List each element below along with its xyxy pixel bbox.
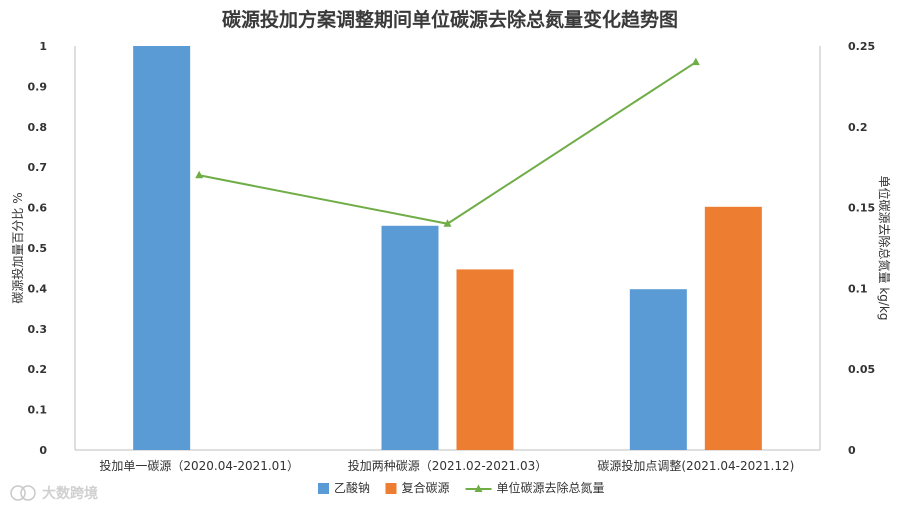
legend-label: 单位碳源去除总氮量 <box>497 480 605 495</box>
y2-tick-label: 0.25 <box>848 40 875 53</box>
y2-tick-label: 0.05 <box>848 363 875 376</box>
y2-axis-title: 单位碳源去除总氮量 kg/kg <box>877 176 892 321</box>
y2-tick-label: 0 <box>848 444 856 457</box>
line-point <box>691 57 700 66</box>
y-tick-label: 0.2 <box>28 363 48 376</box>
bar-composite-carbon <box>456 269 514 450</box>
y2-tick-label: 0.15 <box>848 202 875 215</box>
y2-tick-label: 0.1 <box>848 282 868 295</box>
y-tick-label: 0.9 <box>28 80 48 93</box>
bar-sodium-acetate <box>629 289 687 450</box>
y-tick-label: 0.6 <box>28 202 48 215</box>
y-tick-label: 1 <box>39 40 47 53</box>
chart-title: 碳源投加方案调整期间单位碳源去除总氮量变化趋势图 <box>222 8 678 31</box>
y-tick-label: 0.5 <box>28 242 48 255</box>
x-tick-label: 碳源投加点调整(2021.04-2021.12) <box>597 458 794 473</box>
y-tick-label: 0.4 <box>28 282 48 295</box>
y-tick-label: 0 <box>39 444 47 457</box>
watermark-text: 大数跨境 <box>42 485 98 502</box>
bar-sodium-acetate <box>133 46 191 450</box>
y-tick-label: 0.3 <box>28 323 48 336</box>
bar-composite-carbon <box>704 206 762 450</box>
y-axis-title: 碳源投加量百分比 % <box>10 192 25 303</box>
legend-label: 复合碳源 <box>402 480 450 495</box>
x-tick-label: 投加单一碳源（2020.04-2021.01） <box>99 458 299 473</box>
y-tick-label: 0.1 <box>28 404 48 417</box>
y-tick-label: 0.7 <box>28 161 48 174</box>
watermark-logo-icon <box>10 485 26 501</box>
line-point <box>195 170 204 179</box>
watermark-logo-icon <box>20 485 36 501</box>
legend-swatch <box>385 483 397 494</box>
series-line-tn-removal <box>198 61 697 225</box>
y-tick-label: 0.8 <box>28 121 48 134</box>
y2-tick-label: 0.2 <box>848 121 868 134</box>
line-point <box>443 219 452 227</box>
legend-swatch <box>318 483 329 494</box>
bar-sodium-acetate <box>381 225 439 450</box>
legend-label: 乙酸钠 <box>334 480 370 495</box>
x-tick-label: 投加两种碳源（2021.02-2021.03） <box>348 458 548 473</box>
legend-marker <box>474 484 483 492</box>
